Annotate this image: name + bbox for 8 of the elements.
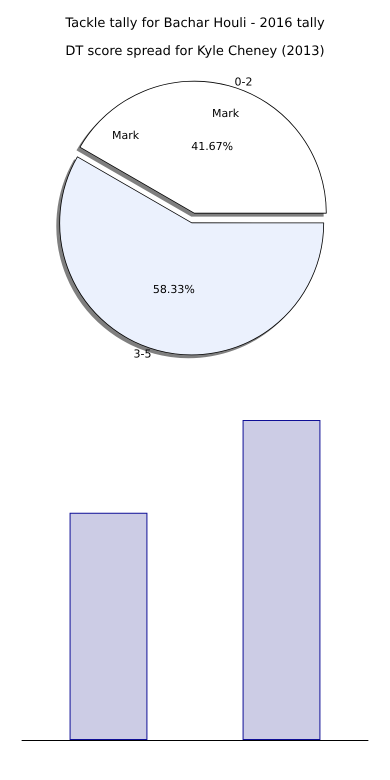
- slice-label: 0-2: [234, 75, 252, 88]
- text: Mark: [112, 129, 140, 142]
- data-label: 58.33%: [152, 282, 195, 296]
- slice-label: 3-5: [134, 348, 152, 361]
- chart-title: Tackle tally for Bachar Houli - 2016 tally: [64, 16, 325, 31]
- text: Mark: [212, 107, 240, 120]
- data-label: 41.67%: [191, 140, 234, 154]
- chart-title: DT score spread for Kyle Cheney (2013): [65, 44, 325, 59]
